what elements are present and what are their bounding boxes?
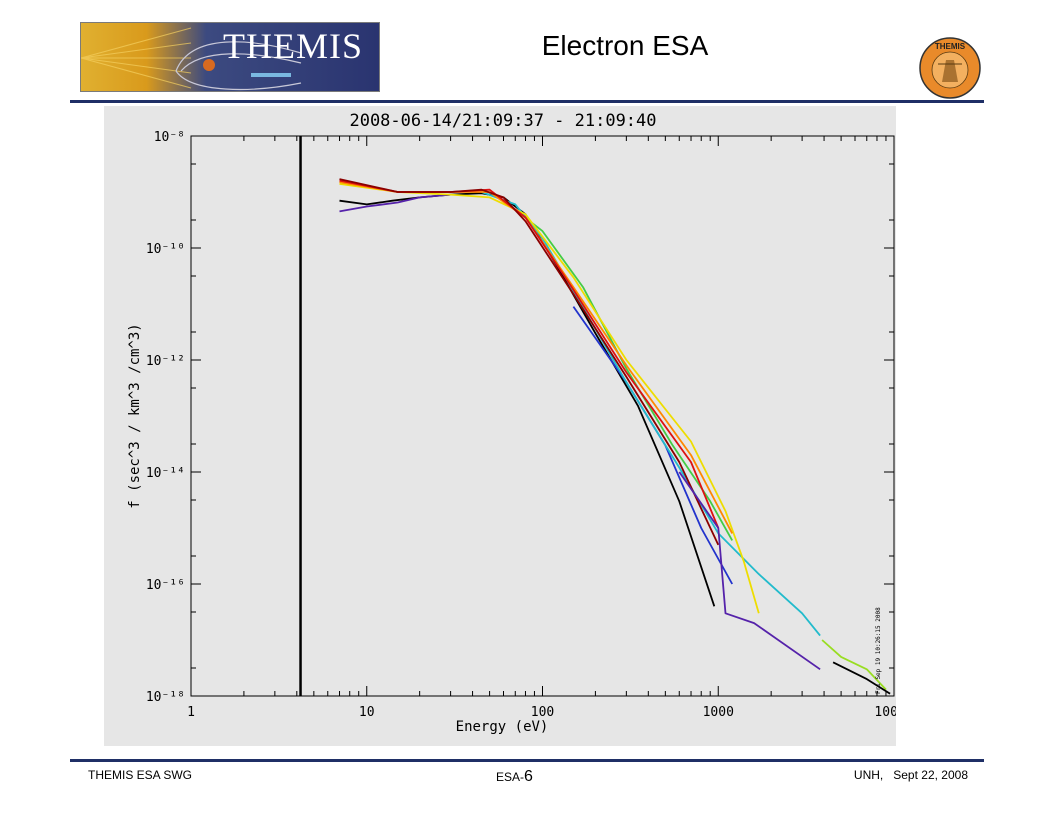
plot-frame	[190, 135, 895, 697]
series-line	[339, 179, 720, 529]
y-tick-label: 10⁻¹⁴	[146, 466, 185, 481]
y-tick-label: 10⁻¹⁶	[146, 578, 185, 593]
series-line	[339, 178, 720, 546]
series-line	[678, 471, 821, 671]
seal-text: THEMIS	[935, 42, 966, 51]
series-line	[502, 199, 733, 541]
header-rule	[70, 100, 984, 103]
series-line	[821, 639, 887, 691]
plot-panel	[104, 106, 896, 746]
chart-title: 2008-06-14/21:09:37 - 21:09:40	[349, 111, 656, 131]
series-line	[481, 191, 821, 637]
series-line	[832, 661, 891, 695]
y-tick-label: 10⁻¹²	[146, 354, 185, 369]
y-axis-label: f (sec^3 / km^3 /cm^3)	[127, 323, 143, 508]
footer-page-number: 6	[524, 768, 533, 785]
series-line	[572, 306, 733, 585]
footer-left-text: THEMIS ESA SWG	[88, 768, 193, 782]
y-tick-label: 10⁻¹⁸	[146, 690, 185, 705]
x-axis-label: Energy (eV)	[456, 719, 549, 735]
x-tick-label: 100	[531, 705, 554, 720]
themis-seal-logo: THEMIS	[919, 37, 981, 99]
y-tick-label: 10⁻⁸	[154, 130, 185, 145]
energy-spectrum-chart: 2008-06-14/21:09:37 - 21:09:40 1 10 100 100…	[127, 111, 896, 735]
themis-banner-logo: THEMIS	[80, 22, 380, 92]
series-line	[339, 181, 733, 534]
footer-right-text: UNH, Sept 22, 2008	[853, 768, 968, 782]
footer-page-prefix: ESA-	[496, 770, 525, 784]
y-tick-label: 10⁻¹⁰	[146, 242, 185, 257]
footer-rule	[70, 759, 984, 762]
series-line	[339, 193, 451, 213]
x-tick-label: 1000	[703, 705, 734, 720]
footer-page-label: ESA-6	[496, 768, 533, 786]
slide-title: Electron ESA	[541, 30, 709, 61]
logo-wordmark: THEMIS	[223, 26, 363, 66]
x-tick-label: 10	[359, 705, 375, 720]
x-tick-label: 1	[187, 705, 195, 720]
magnetosphere-graphic	[81, 27, 302, 91]
x-tick-label: 10000	[874, 705, 896, 720]
series-line	[339, 182, 760, 614]
side-timestamp: Fri Sep 19 10:26:15 2008	[875, 607, 882, 694]
